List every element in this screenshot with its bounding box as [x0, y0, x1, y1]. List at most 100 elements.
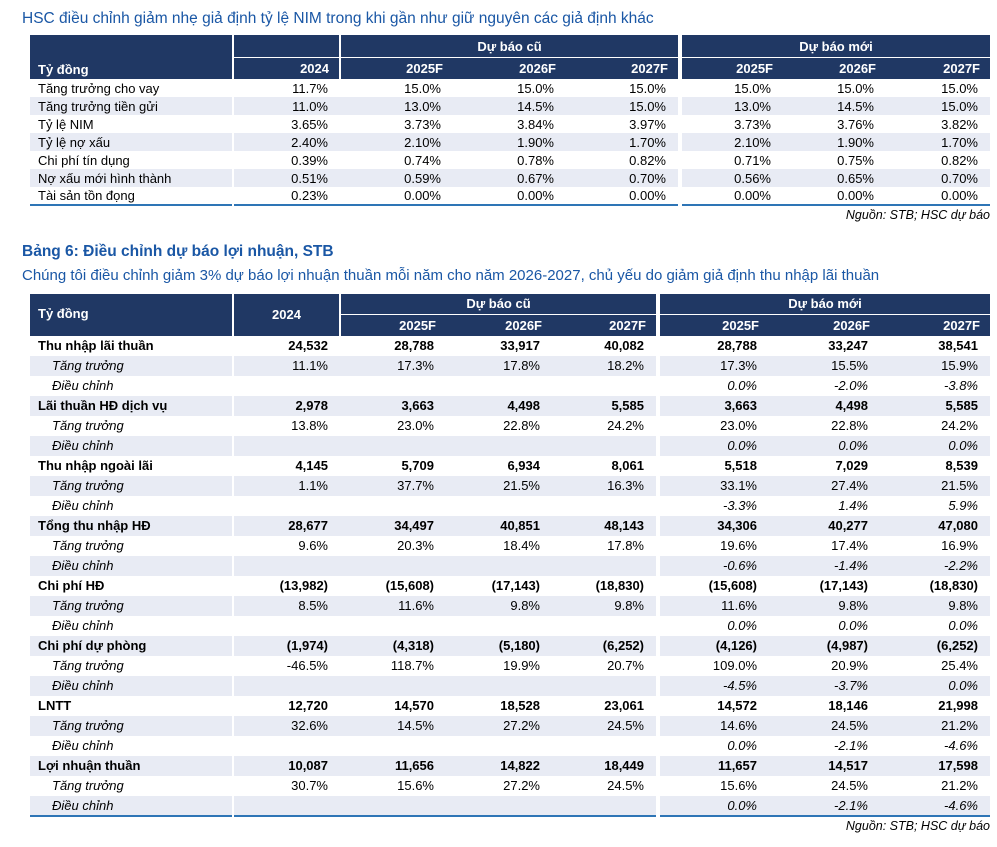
- value-cell: 34,306: [656, 515, 769, 536]
- value-cell: 14.6%: [656, 715, 769, 736]
- value-cell: 40,851: [500, 518, 540, 533]
- table-row: Tăng trưởng 11.1% 17.3% 17.8% 18.2% 17.3% 15.5…: [30, 355, 990, 376]
- value-cell: (4,318): [392, 638, 434, 653]
- value-cell: (5,180): [498, 638, 540, 653]
- value-cell: 0.71%: [678, 151, 783, 170]
- year-header: 2025F: [340, 314, 446, 336]
- value-cell: -46.5%: [286, 658, 328, 673]
- value-cell: 3.73%: [404, 116, 441, 132]
- value-cell: 14,570: [394, 698, 434, 713]
- row-label: Điều chỉnh: [30, 795, 234, 816]
- value-cell: 21.2%: [941, 778, 978, 793]
- table-row: Tăng trưởng -46.5% 118.7% 19.9% 20.7% 109.0% 2…: [30, 655, 990, 676]
- value-cell: 0.00%: [941, 188, 978, 204]
- value-cell: [552, 496, 658, 516]
- value-cell: 0.0%: [838, 618, 868, 633]
- value-cell: 21.5%: [503, 478, 540, 493]
- value-cell: 0.78%: [517, 152, 554, 168]
- value-cell: (15,608): [385, 578, 434, 593]
- value-cell: [552, 736, 658, 756]
- value-cell: 32.6%: [291, 718, 328, 733]
- row-label: LNTT: [30, 695, 234, 716]
- value-cell: 12,720: [288, 698, 328, 713]
- value-cell: [233, 796, 340, 816]
- value-cell: 3,663: [656, 395, 769, 416]
- year-header: 2026F: [783, 57, 886, 80]
- value-cell: [552, 676, 658, 696]
- t2-header: Tỷ đồng 2024 Dự báo cũ Dự báo mới 2025F …: [30, 293, 990, 336]
- row-label: Điều chỉnh: [30, 555, 234, 576]
- value-cell: [552, 436, 658, 456]
- value-cell: 30.7%: [291, 778, 328, 793]
- value-cell: 17.8%: [607, 538, 644, 553]
- value-cell: 9.8%: [948, 598, 978, 613]
- intro-title: HSC điều chỉnh giảm nhẹ giả định tỷ lệ N…: [22, 10, 654, 27]
- value-cell: 11.1%: [292, 358, 328, 373]
- value-cell: 27.2%: [503, 778, 540, 793]
- value-cell: [233, 556, 340, 576]
- value-cell: 11.7%: [292, 80, 328, 96]
- row-label: Tăng trưởng: [30, 415, 234, 436]
- value-cell: 13.0%: [404, 98, 441, 114]
- year-header: 2027F: [552, 314, 658, 336]
- value-cell: (13,982): [279, 578, 328, 593]
- table-row: Điều chỉnh -4.5% -3.7% 0.0%: [30, 675, 990, 696]
- year-header: 2026F: [446, 314, 552, 336]
- value-cell: [552, 796, 658, 816]
- value-cell: 17.4%: [831, 538, 868, 553]
- value-cell: [446, 376, 552, 396]
- value-cell: 11.0%: [292, 98, 328, 114]
- value-cell: 0.00%: [404, 188, 441, 204]
- value-cell: 17.3%: [656, 355, 769, 376]
- value-cell: 11,657: [656, 755, 769, 776]
- value-cell: 9.8%: [614, 598, 644, 613]
- value-cell: 0.0%: [656, 615, 769, 636]
- value-cell: 4,498: [507, 398, 540, 413]
- value-cell: 24.5%: [831, 718, 868, 733]
- value-cell: [446, 616, 552, 636]
- value-cell: -2.1%: [834, 738, 868, 753]
- value-cell: -2.1%: [834, 797, 868, 813]
- row-label: Nợ xấu mới hình thành: [30, 169, 234, 188]
- value-cell: 14.5%: [397, 718, 434, 733]
- value-cell: 24.2%: [941, 418, 978, 433]
- row-label: Tăng trưởng: [30, 775, 234, 796]
- value-cell: 0.00%: [517, 188, 554, 204]
- value-cell: 25.4%: [941, 658, 978, 673]
- value-cell: 16.9%: [941, 538, 978, 553]
- table-row: Tỷ lệ nợ xấu 2.40% 2.10% 1.90% 1.70% 2.10% 1.9…: [30, 133, 990, 152]
- table-row: Tỷ lệ NIM 3.65% 3.73% 3.84% 3.97% 3.73% 3.76% 3…: [30, 115, 990, 134]
- value-cell: [340, 796, 446, 816]
- value-cell: (1,974): [286, 638, 328, 653]
- table-row: Tăng trưởng 9.6% 20.3% 18.4% 17.8% 19.6% 17.4%…: [30, 535, 990, 556]
- value-cell: 0.0%: [948, 618, 978, 633]
- value-cell: 0.74%: [404, 152, 441, 168]
- value-cell: 15.6%: [397, 778, 434, 793]
- value-cell: 20.9%: [831, 658, 868, 673]
- row-label: Thu nhập lãi thuần: [30, 335, 234, 356]
- value-cell: 0.0%: [656, 375, 769, 396]
- value-cell: 3,663: [401, 398, 434, 413]
- value-cell: 1.4%: [838, 498, 868, 513]
- value-cell: (6,252): [936, 638, 978, 653]
- value-cell: 1.90%: [517, 134, 554, 150]
- value-cell: 15.9%: [941, 358, 978, 373]
- table-row: Tăng trưởng 30.7% 15.6% 27.2% 24.5% 15.6% 24.5…: [30, 775, 990, 796]
- value-cell: 4,145: [295, 458, 328, 473]
- row-label: Điều chỉnh: [30, 375, 234, 396]
- value-cell: 11.6%: [656, 595, 769, 616]
- unit-header: Tỷ đồng: [30, 293, 234, 336]
- value-cell: 40,082: [604, 338, 644, 353]
- value-cell: 3.76%: [837, 116, 874, 132]
- value-cell: 10,087: [288, 758, 328, 773]
- row-label: Tăng trưởng: [30, 535, 234, 556]
- value-cell: 18,528: [500, 698, 540, 713]
- value-cell: 5,518: [656, 455, 769, 476]
- source-note: Nguồn: STB; HSC dự báo: [845, 208, 990, 223]
- value-cell: 15.6%: [656, 775, 769, 796]
- group-old-forecast-header: Dự báo cũ: [339, 293, 658, 315]
- value-cell: (18,830): [929, 578, 978, 593]
- value-cell: 9.8%: [838, 598, 868, 613]
- value-cell: [340, 616, 446, 636]
- row-label: Điều chỉnh: [30, 675, 234, 696]
